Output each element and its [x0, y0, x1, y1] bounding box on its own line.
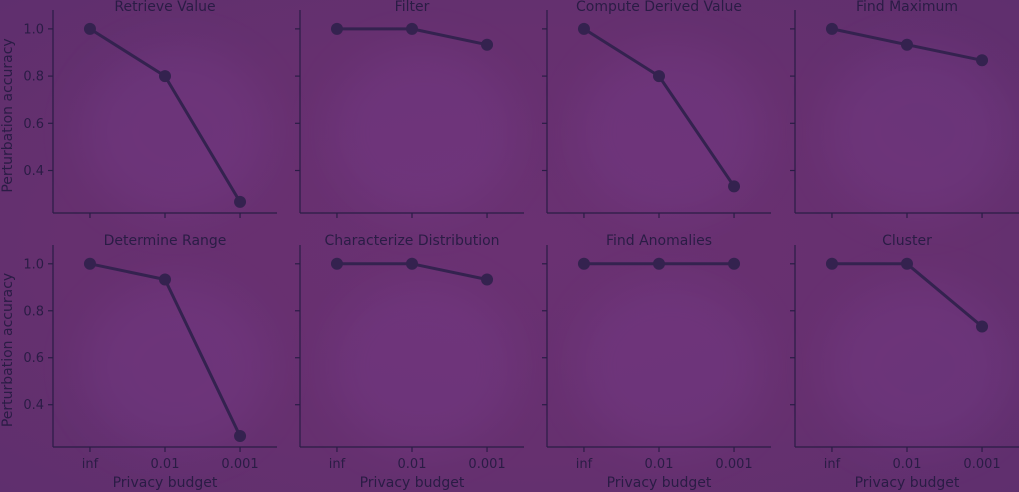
x-tick-label: 0.01	[398, 457, 427, 472]
panel-glow	[576, 46, 765, 218]
data-point	[234, 195, 247, 208]
data-point	[825, 22, 838, 35]
y-tick-label: 0.6	[23, 351, 44, 366]
data-point	[901, 257, 913, 270]
panel-title: Determine Range	[104, 233, 227, 249]
data-point	[481, 38, 494, 51]
panel-title: Filter	[395, 0, 430, 15]
y-axis-title: Perturbation accuracy	[0, 273, 16, 427]
data-point	[728, 180, 741, 193]
panel-title: Retrieve Value	[114, 0, 215, 15]
y-axis-title: Perturbation accuracy	[0, 38, 16, 192]
panel-glow	[82, 46, 271, 218]
data-point	[901, 38, 913, 51]
data-point	[406, 22, 418, 35]
y-tick-label: 0.8	[23, 70, 44, 85]
data-point	[406, 257, 418, 270]
x-tick-label: 0.001	[715, 457, 752, 472]
panel-title: Cluster	[882, 233, 932, 249]
panel-glow	[824, 46, 1013, 218]
x-tick-label: 0.01	[645, 457, 674, 472]
y-tick-label: 1.0	[23, 257, 44, 272]
data-point	[330, 22, 343, 35]
data-point	[234, 429, 247, 442]
x-tick-label: 0.001	[468, 457, 505, 472]
panel-title: Find Anomalies	[606, 233, 712, 249]
data-point	[653, 70, 665, 83]
data-point	[83, 257, 96, 270]
y-tick-label: 0.8	[23, 304, 44, 319]
x-tick-label: inf	[82, 457, 99, 472]
data-point	[653, 257, 665, 270]
x-axis-title: Privacy budget	[855, 475, 960, 491]
x-tick-label: 0.001	[221, 457, 258, 472]
panel-glow	[329, 281, 518, 452]
panel-title: Compute Derived Value	[576, 0, 742, 15]
data-point	[976, 320, 989, 333]
panel-glow	[329, 46, 518, 218]
x-axis-title: Privacy budget	[607, 475, 712, 491]
y-tick-label: 1.0	[23, 22, 44, 37]
data-point	[825, 257, 838, 270]
x-axis-title: Privacy budget	[360, 475, 465, 491]
x-tick-label: inf	[576, 457, 593, 472]
data-point	[577, 257, 590, 270]
y-tick-label: 0.6	[23, 117, 44, 132]
y-tick-label: 0.4	[23, 164, 44, 179]
x-tick-label: 0.01	[893, 457, 922, 472]
panel-title: Characterize Distribution	[324, 233, 499, 249]
data-point	[577, 22, 590, 35]
data-point	[159, 70, 171, 83]
data-point	[330, 257, 343, 270]
data-point	[976, 54, 989, 67]
panel-glow	[824, 281, 1013, 452]
panel-glow	[576, 281, 765, 452]
data-point	[728, 257, 741, 270]
panel-glow	[82, 281, 271, 452]
x-tick-label: inf	[824, 457, 841, 472]
x-tick-label: inf	[329, 457, 346, 472]
x-tick-label: 0.01	[151, 457, 180, 472]
x-tick-label: 0.001	[963, 457, 1000, 472]
data-point	[159, 273, 171, 286]
data-point	[481, 273, 494, 286]
panel-title: Find Maximum	[856, 0, 958, 15]
data-point	[83, 22, 96, 35]
x-axis-title: Privacy budget	[113, 475, 218, 491]
y-tick-label: 0.4	[23, 398, 44, 413]
